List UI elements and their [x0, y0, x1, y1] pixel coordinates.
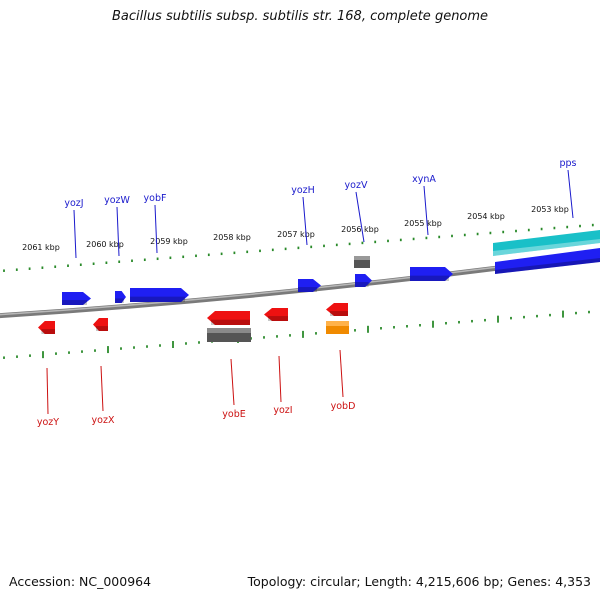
gene-yozV-shade: [355, 282, 369, 287]
gene-yobD[interactable]: [326, 303, 348, 316]
gene-yobE-shade: [211, 319, 250, 325]
accession-label: Accession: NC_000964: [9, 574, 152, 589]
gene-yozV-body[interactable]: [355, 274, 372, 287]
teal-feature-highlight: [493, 239, 600, 256]
gene-label-yozY[interactable]: yozY: [37, 417, 59, 428]
gene-xynA[interactable]: [410, 267, 453, 281]
scale-label: 2060 kbp: [86, 240, 124, 249]
gene-yozI-body[interactable]: [264, 308, 288, 321]
scale-label: 2055 kbp: [404, 219, 442, 228]
gene-yozJ-shade: [62, 300, 87, 305]
gene-label-yozJ[interactable]: yozJ: [64, 198, 83, 209]
gene-label-yozW[interactable]: yozW: [104, 195, 130, 206]
gene-yozH-body[interactable]: [298, 279, 321, 292]
leader-line-yozJ: [73, 209, 77, 259]
gene-label-pps[interactable]: pps: [559, 158, 576, 169]
scale-label: 2061 kbp: [22, 243, 60, 252]
gene-yozH[interactable]: [298, 279, 321, 292]
scale-label: 2058 kbp: [213, 233, 251, 242]
scale-label: 2056 kbp: [341, 225, 379, 234]
leader-line-yozH: [302, 196, 308, 246]
grey-feature-lower-top: [207, 328, 251, 333]
scale-label: 2054 kbp: [467, 212, 505, 221]
gene-label-yozV[interactable]: yozV: [345, 180, 368, 191]
gene-yozX-shade: [96, 326, 108, 331]
gene-yozJ-body[interactable]: [62, 292, 91, 305]
gene-xynA-body[interactable]: [410, 267, 453, 281]
gene-label-yozI[interactable]: yozI: [273, 405, 292, 416]
scale-label: 2057 kbp: [277, 230, 315, 239]
orange-feature-top: [326, 321, 349, 326]
gene-label-yobF[interactable]: yobF: [144, 193, 167, 204]
topology-label: Topology: circular; Length: 4,215,606 bp…: [247, 574, 591, 589]
leader-line-yozX: [100, 365, 104, 412]
leader-line-xynA: [423, 185, 429, 236]
grey-feature-upper-top: [354, 256, 370, 260]
gene-pps[interactable]: [495, 248, 600, 274]
gene-yozV[interactable]: [355, 274, 372, 287]
gene-label-yobD[interactable]: yobD: [331, 401, 356, 412]
leader-line-yozV: [355, 191, 365, 243]
gene-label-yozH[interactable]: yozH: [291, 185, 315, 196]
leader-line-yobE: [230, 358, 235, 406]
gene-yobD-body[interactable]: [326, 303, 348, 316]
teal-feature[interactable]: [493, 230, 600, 256]
gene-yozY-body[interactable]: [38, 321, 55, 334]
gene-yozY-shade: [41, 329, 55, 334]
leader-line-yobD: [339, 349, 344, 398]
gene-yozX[interactable]: [93, 318, 108, 331]
gene-yozW[interactable]: [115, 291, 126, 303]
gene-yozJ[interactable]: [62, 292, 91, 305]
gene-yozX-body[interactable]: [93, 318, 108, 331]
leader-line-yozW: [116, 206, 120, 257]
gene-label-xynA[interactable]: xynA: [412, 174, 436, 185]
gene-yobF-body[interactable]: [130, 288, 189, 302]
gene-yobF-shade: [130, 296, 185, 302]
gene-yozY[interactable]: [38, 321, 55, 334]
gene-yozH-shade: [298, 287, 317, 292]
map-title: Bacillus subtilis subsp. subtilis str. 1…: [111, 9, 489, 24]
gene-yozW-body[interactable]: [115, 291, 126, 303]
gene-yozI-shade: [268, 316, 288, 321]
gene-pps-shade: [495, 258, 600, 274]
leader-line-yobF: [154, 204, 158, 254]
gene-yobE[interactable]: [207, 311, 250, 325]
leader-line-pps: [567, 169, 574, 219]
gene-label-yozX[interactable]: yozX: [92, 415, 115, 426]
gene-xynA-shade: [410, 275, 449, 281]
leader-line-yozY: [46, 367, 49, 415]
gene-yobD-shade: [330, 311, 348, 316]
gene-yozI[interactable]: [264, 308, 288, 321]
scale-label: 2059 kbp: [150, 237, 188, 246]
gene-yobF[interactable]: [130, 288, 189, 302]
gene-label-yobE[interactable]: yobE: [222, 409, 245, 420]
gene-yobE-body[interactable]: [207, 311, 250, 325]
scale-label: 2053 kbp: [531, 205, 569, 214]
gene-yozW-shade: [115, 298, 124, 303]
leader-line-yozI: [278, 355, 282, 403]
